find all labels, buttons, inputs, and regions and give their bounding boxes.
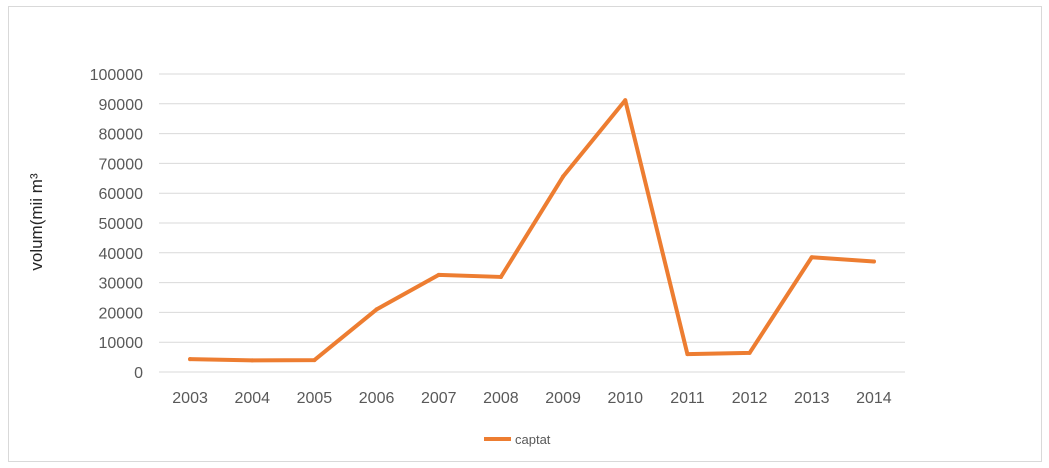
- data-point: [747, 350, 752, 355]
- data-point: [498, 274, 503, 279]
- data-point: [871, 259, 876, 264]
- y-tick-label: 100000: [90, 67, 143, 84]
- data-point: [188, 357, 193, 362]
- y-tick-label: 60000: [99, 186, 144, 203]
- x-tick-label: 2012: [732, 390, 768, 407]
- x-tick-label: 2011: [670, 390, 705, 407]
- x-tick-label: 2014: [856, 390, 892, 407]
- gridlines: [159, 73, 905, 373]
- data-point: [374, 307, 379, 312]
- y-tick-label: 30000: [99, 276, 144, 293]
- chart-frame: [8, 6, 1042, 462]
- x-tick-label: 2008: [483, 390, 519, 407]
- x-tick-label: 2006: [359, 390, 395, 407]
- y-tick-label: 90000: [99, 97, 144, 114]
- y-axis-label: volum(mii m³: [27, 173, 46, 271]
- data-point: [809, 255, 814, 260]
- x-tick-label: 2004: [234, 390, 270, 407]
- data-point: [312, 358, 317, 363]
- legend-label: captat: [515, 432, 551, 447]
- y-tick-label: 50000: [99, 216, 144, 233]
- data-point: [685, 352, 690, 357]
- x-tick-label: 2013: [794, 390, 830, 407]
- y-tick-label: 10000: [99, 335, 144, 352]
- x-tick-label: 2009: [545, 390, 581, 407]
- data-point: [436, 272, 441, 277]
- y-tick-label: 70000: [99, 156, 144, 173]
- y-tick-label: 0: [134, 365, 143, 382]
- y-tick-label: 40000: [99, 246, 144, 263]
- series-layer: [188, 98, 876, 363]
- data-point: [250, 358, 255, 363]
- x-tick-label: 2005: [297, 390, 333, 407]
- data-point: [561, 174, 566, 179]
- series-line-captat: [188, 98, 876, 363]
- y-tick-label: 80000: [99, 127, 144, 144]
- x-axis-ticks: 2003 2004 2005 2006 2007 2008 2009 2010 2011 2012…: [172, 390, 892, 407]
- y-axis-ticks: 0 10000 20000 30000 40000 50000 60000 70000 8000…: [90, 67, 143, 382]
- legend: captat: [484, 432, 551, 447]
- y-tick-label: 20000: [99, 305, 144, 322]
- x-tick-label: 2007: [421, 390, 457, 407]
- x-tick-label: 2003: [172, 390, 208, 407]
- x-tick-label: 2010: [607, 390, 643, 407]
- data-point: [623, 98, 628, 103]
